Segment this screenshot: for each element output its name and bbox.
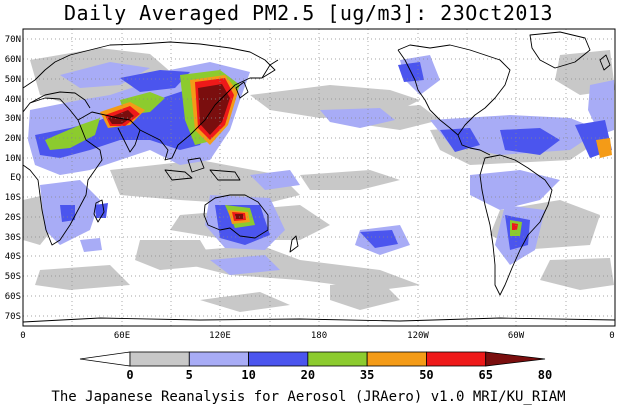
colorbar-label: 50	[419, 368, 433, 382]
map-gridlines	[23, 29, 615, 326]
lat-label: 30N	[5, 114, 21, 124]
lon-label: 60E	[114, 331, 130, 341]
lat-label: 50N	[5, 75, 21, 85]
lat-label: 30S	[5, 233, 21, 243]
lat-label: 60N	[5, 55, 21, 65]
pm25-field	[23, 48, 615, 312]
latitude-labels: 70N 60N 50N 40N 30N 20N 10N EQ 10S 20S 3…	[5, 35, 21, 322]
colorbar-segment	[129, 351, 190, 367]
lat-label: 10S	[5, 193, 21, 203]
colorbar-label: 80	[538, 368, 552, 382]
colorbar-label: 0	[126, 368, 133, 382]
lat-label: 10N	[5, 154, 21, 164]
colorbar-label: 5	[186, 368, 193, 382]
pm25-level-above-80	[108, 84, 243, 219]
lat-label: EQ	[10, 173, 21, 183]
lat-label: 50S	[5, 272, 21, 282]
lon-label: 180	[311, 331, 327, 341]
colorbar-label: 65	[478, 368, 492, 382]
longitude-labels: 0 60E 120E 180 120W 60W 0	[20, 331, 614, 341]
lat-label: 40N	[5, 95, 21, 105]
colorbar-segment	[79, 351, 131, 367]
lat-label: 20S	[5, 213, 21, 223]
map-title: Daily Averaged PM2.5 [ug/m3]: 23Oct2013	[63, 1, 554, 25]
lat-label: 70S	[5, 312, 21, 322]
colorbar-label: 10	[241, 368, 255, 382]
lon-label: 60W	[508, 331, 525, 341]
colorbar: 0 5 10 20 35 50 65 80	[79, 351, 552, 382]
coastlines	[23, 31, 615, 323]
colorbar-segment	[188, 351, 249, 367]
colorbar-label: 20	[301, 368, 315, 382]
colorbar-segment	[366, 351, 427, 367]
lat-label: 60S	[5, 292, 21, 302]
map-frame	[22, 28, 616, 327]
lat-label: 40S	[5, 252, 21, 262]
colorbar-segment	[485, 351, 546, 367]
colorbar-segment	[307, 351, 368, 367]
lat-label: 20N	[5, 134, 21, 144]
colorbar-segment	[248, 351, 309, 367]
colorbar-label: 35	[360, 368, 374, 382]
lon-label: 120W	[407, 331, 429, 341]
lon-label: 0	[20, 331, 25, 341]
credit-line: The Japanese Reanalysis for Aerosol (JRA…	[51, 389, 566, 405]
lon-label: 0	[609, 331, 614, 341]
colorbar-segment	[426, 351, 487, 367]
lat-label: 70N	[5, 35, 21, 45]
lon-label: 120E	[209, 331, 231, 341]
